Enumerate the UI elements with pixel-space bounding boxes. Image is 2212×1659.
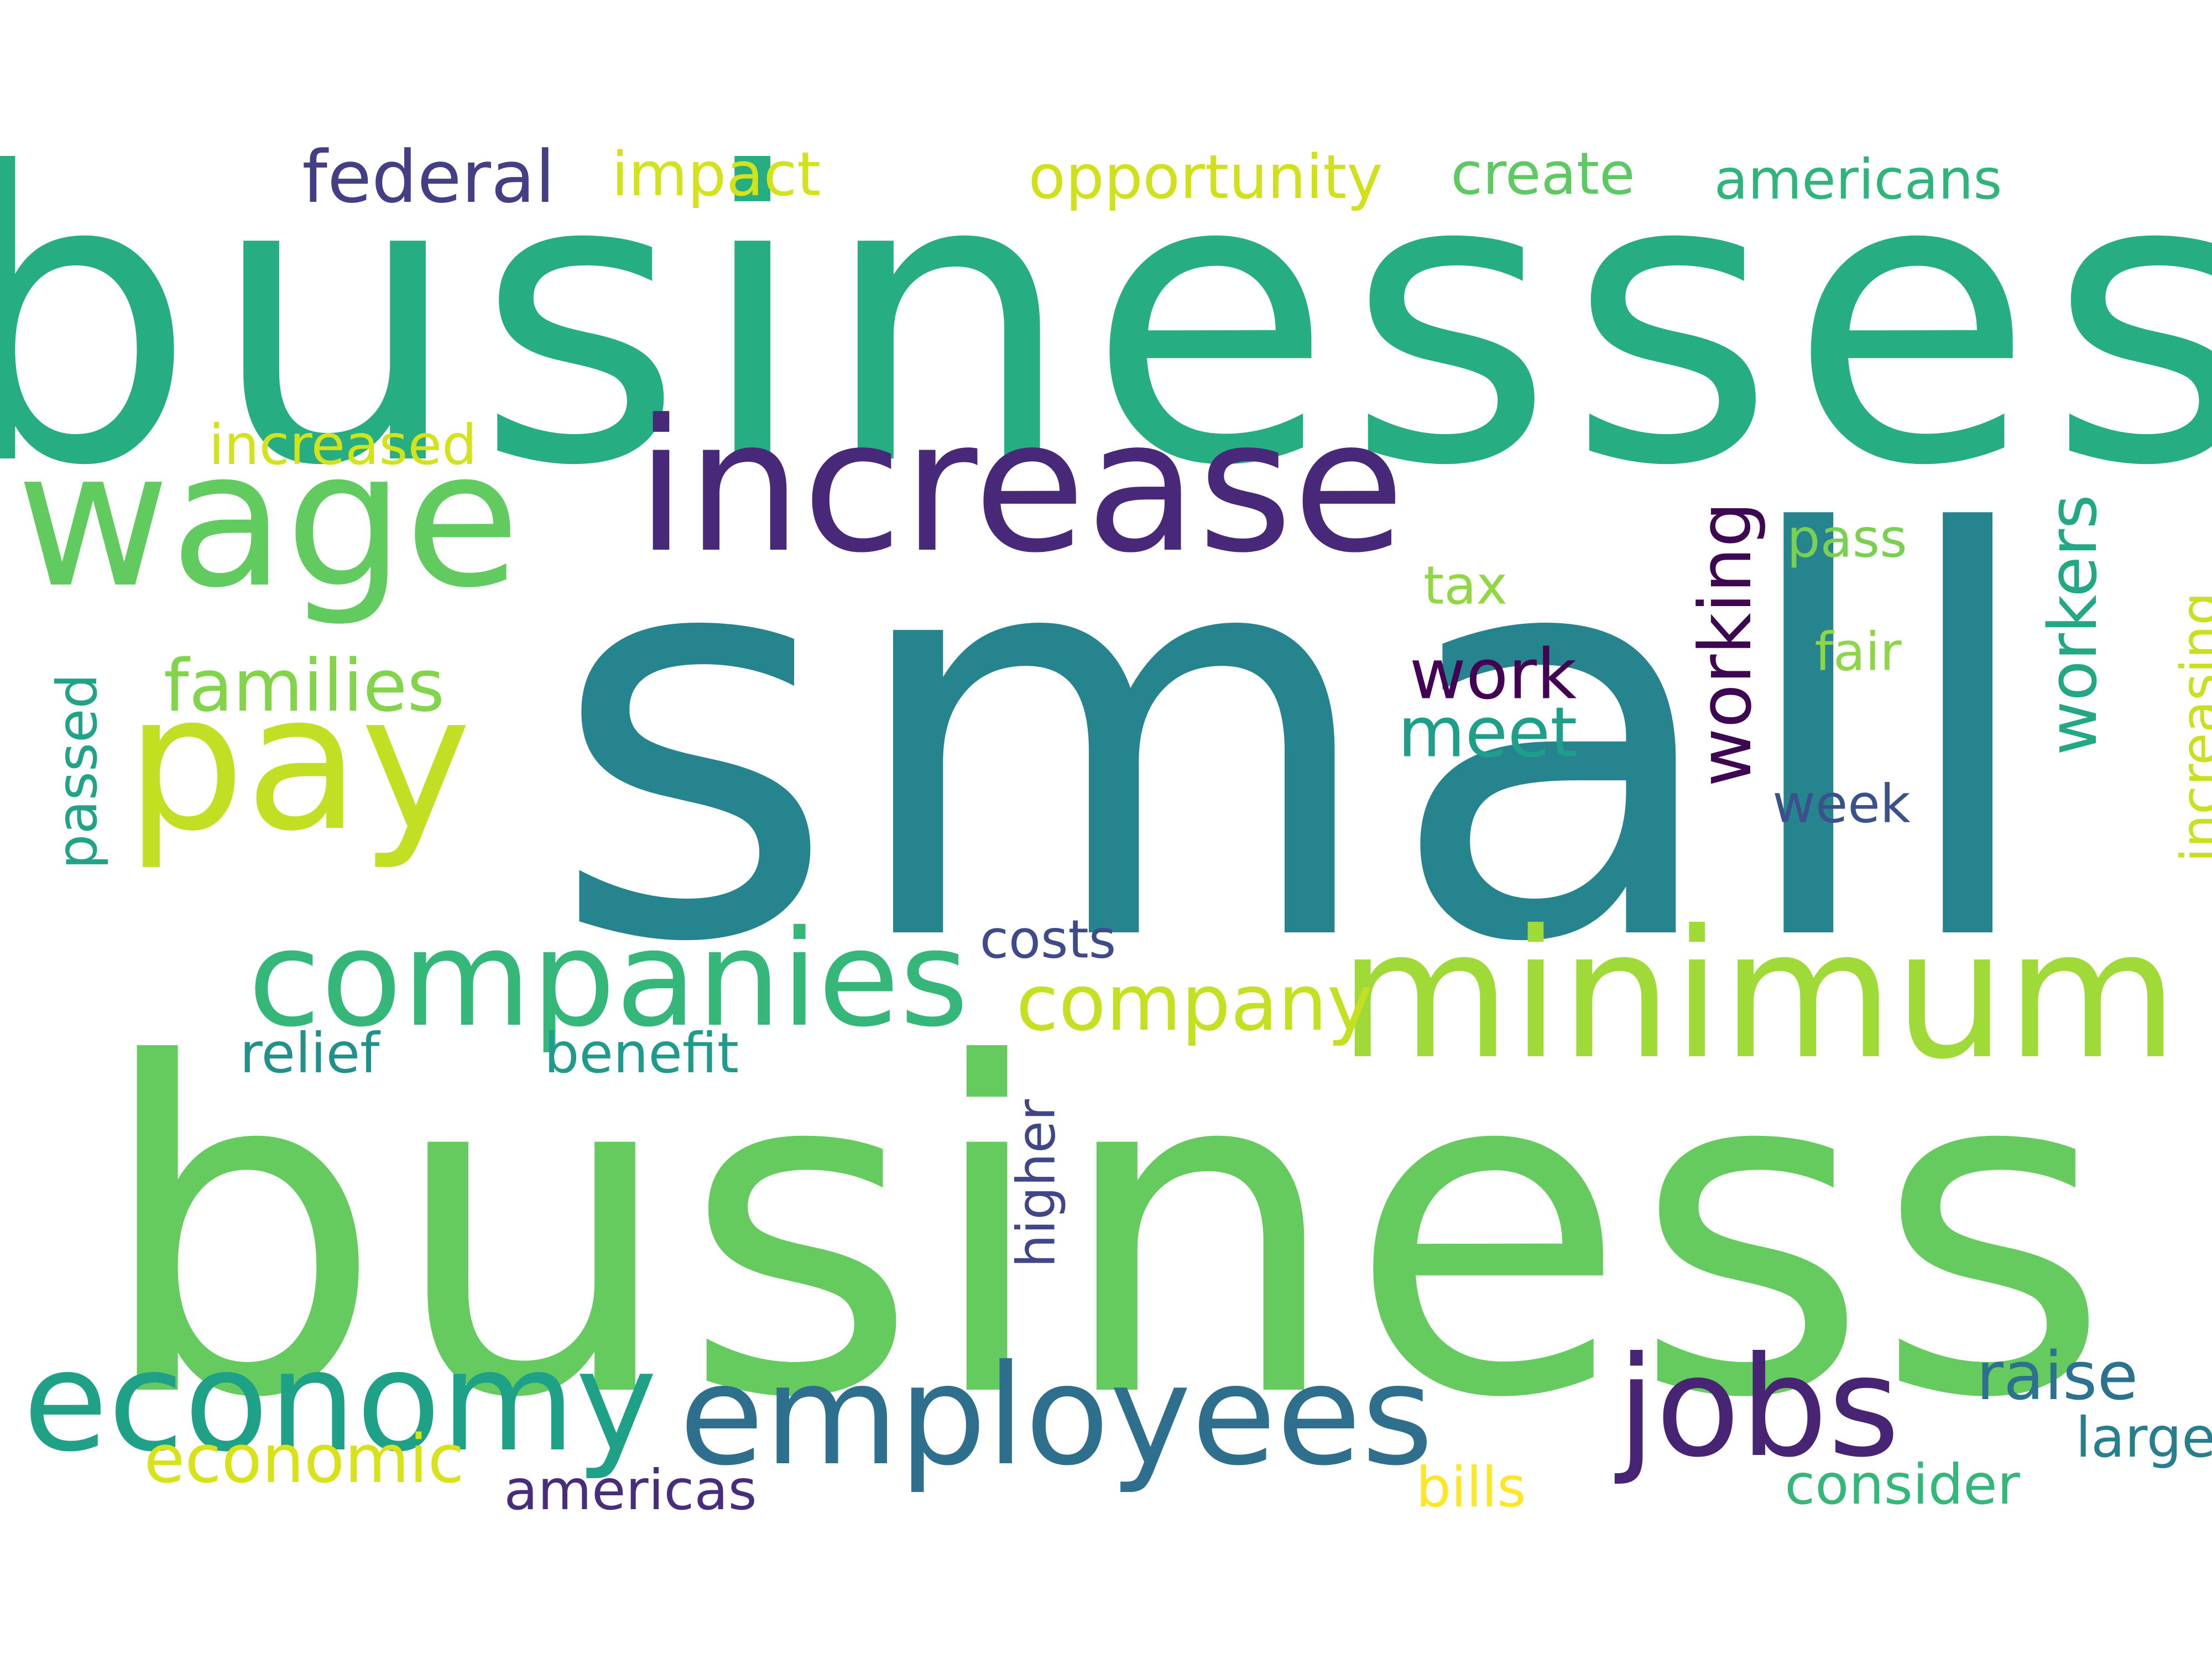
word-minimum: minimum <box>1338 893 2179 1098</box>
word-families: families <box>163 644 445 728</box>
word-work: work <box>1409 634 1577 715</box>
word-impact: impact <box>611 139 821 210</box>
word-passed: passed <box>45 674 109 869</box>
word-pay: pay <box>126 654 472 873</box>
word-create: create <box>1451 140 1635 208</box>
word-businesses: businesses <box>0 89 2212 552</box>
word-large: large <box>2075 1405 2212 1470</box>
word-employees: employees <box>679 1335 1434 1496</box>
word-companies: companies <box>248 901 969 1056</box>
word-pass: pass <box>1787 508 1907 570</box>
word-americas: americas <box>504 1458 757 1522</box>
word-fair: fair <box>1814 622 1902 683</box>
word-relief: relief <box>239 1021 380 1086</box>
word-company: company <box>1016 958 1373 1048</box>
word-tax: tax <box>1423 555 1507 617</box>
word-economic: economic <box>144 1421 465 1498</box>
word-small: small <box>549 419 2050 1063</box>
word-increasing: increasing <box>2170 592 2212 863</box>
word-federal: federal <box>302 135 555 219</box>
word-higher: higher <box>1006 1099 1067 1268</box>
word-consider: consider <box>1785 1452 2020 1517</box>
word-week: week <box>1772 774 1911 835</box>
word-meet: meet <box>1397 692 1578 773</box>
word-wage: wage <box>16 410 520 629</box>
word-business: business <box>96 969 2116 1497</box>
word-americans: americans <box>1714 147 2002 212</box>
word-working: working <box>1683 502 1767 787</box>
word-raise: raise <box>1976 1338 2138 1415</box>
word-economy: economy <box>23 1321 658 1482</box>
word-benefit: benefit <box>544 1021 739 1086</box>
word-costs: costs <box>979 909 1117 971</box>
word-opportunity: opportunity <box>1028 142 1383 212</box>
word-jobs: jobs <box>1617 1327 1900 1488</box>
word-workers: workers <box>2035 494 2112 755</box>
word-increased: increased <box>208 413 477 477</box>
word-bills: bills <box>1416 1455 1526 1520</box>
word-increase: increase <box>635 380 1405 593</box>
